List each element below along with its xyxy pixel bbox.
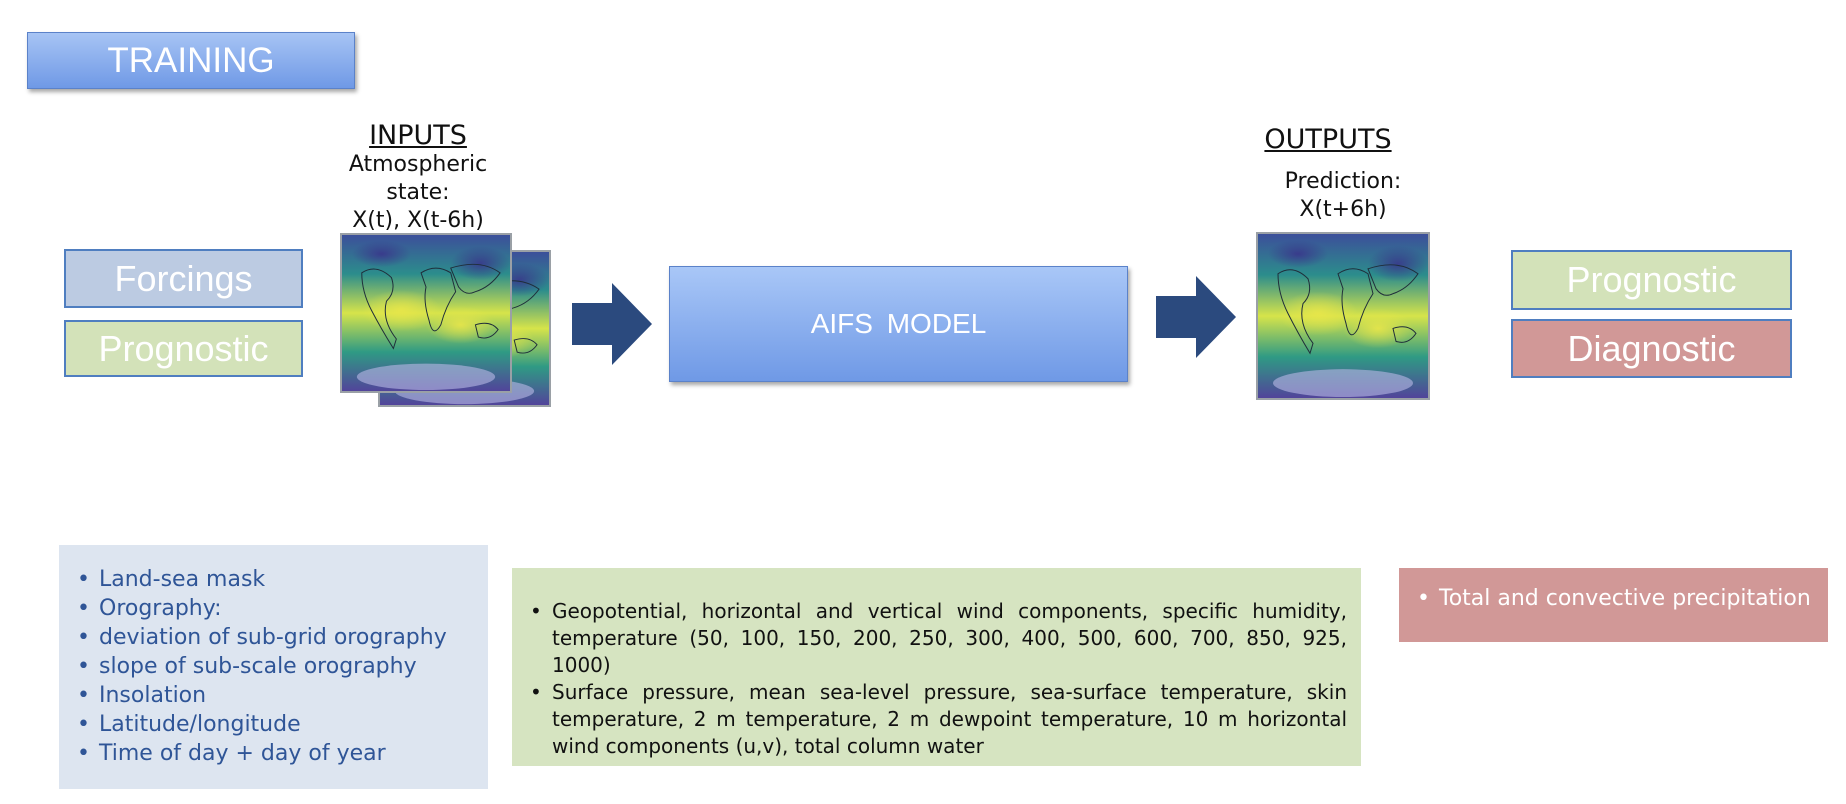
aifs-model-box: AIFS MODEL [669,266,1128,382]
output-arrow [1156,276,1236,358]
prognostic-list: Geopotential, horizontal and vertical wi… [530,598,1347,760]
forcings-panel: Land-sea mask Orography: deviation of su… [59,545,488,789]
outputs-sub: Prediction: X(t+6h) [1243,168,1443,224]
outputs-title: OUTPUTS [1264,124,1392,155]
outputs-line2: X(t+6h) [1299,197,1387,222]
forcings-list: Land-sea mask Orography: deviation of su… [77,565,488,768]
output-map [1256,232,1430,400]
outputs-line1: Prediction: [1284,169,1402,194]
diagnostic-panel: Total and convective precipitation [1399,568,1828,642]
list-item: Total and convective precipitation [1417,586,1828,611]
input-arrow [572,283,652,365]
inputs-line2: X(t), X(t-6h) [352,208,484,233]
prognostic-output-tag: Prognostic [1511,250,1792,310]
list-item: deviation of sub-grid orography [77,623,488,652]
prognostic-panel: Geopotential, horizontal and vertical wi… [512,568,1361,766]
prognostic-input-tag: Prognostic [64,320,303,377]
list-item: Geopotential, horizontal and vertical wi… [530,598,1347,679]
inputs-header: INPUTS Atmospheric state: X(t), X(t-6h) [318,120,518,235]
outputs-header: OUTPUTS [1228,124,1428,155]
list-item: Land-sea mask [77,565,488,594]
inputs-line1: Atmospheric state: [348,152,488,205]
list-item: slope of sub-scale orography [77,652,488,681]
list-item: Time of day + day of year [77,739,488,768]
input-map-current [340,233,512,393]
inputs-title: INPUTS [369,120,467,151]
training-banner: TRAINING [27,32,355,89]
list-item: Surface pressure, mean sea-level pressur… [530,679,1347,760]
forcings-tag: Forcings [64,249,303,308]
diagnostic-list: Total and convective precipitation [1417,586,1828,611]
list-item: Orography: [77,594,488,623]
list-item: Insolation [77,681,488,710]
list-item: Latitude/longitude [77,710,488,739]
diagnostic-output-tag: Diagnostic [1511,319,1792,378]
